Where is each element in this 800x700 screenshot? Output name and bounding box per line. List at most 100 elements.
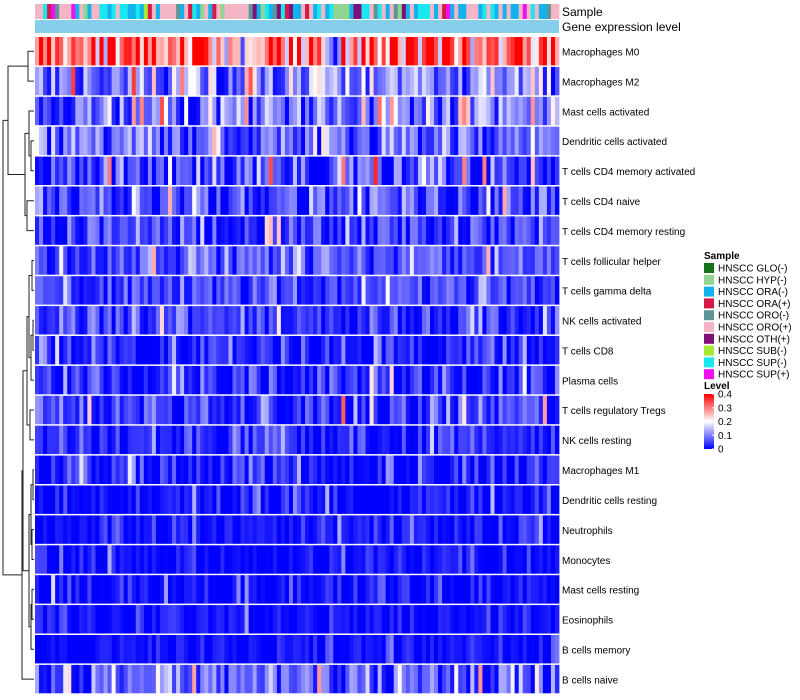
heatmap-cell [99,664,104,694]
sample-annotation-cell [103,4,108,19]
heatmap-cell [87,216,92,245]
heatmap-cell [39,306,44,335]
heatmap-cell [168,515,173,544]
heatmap-cell [216,605,221,634]
heatmap-cell [510,515,516,544]
heatmap-cell [232,246,237,275]
heatmap-cell [260,126,266,156]
heatmap-cell [240,515,245,544]
heatmap-cell [361,545,366,574]
heatmap-cell [184,186,189,215]
heatmap-row [35,575,560,604]
heatmap-cell [99,126,104,156]
heatmap-cell [421,485,427,514]
heatmap-cell [71,635,76,664]
heatmap-cell [151,156,157,185]
heatmap-cell [67,575,72,604]
heatmap-cell [244,485,250,514]
heatmap-cell [506,186,512,215]
heatmap-cell [357,246,362,275]
heatmap-cell [163,96,169,126]
heatmap-cell [224,96,229,126]
heatmap-cell [212,216,217,245]
heatmap-cell [288,246,294,275]
heatmap-cell [450,37,455,66]
sample-annotation-cell [458,4,463,19]
heatmap-cell [272,336,278,365]
heatmap-cell [188,276,193,305]
heatmap-cell [413,96,419,126]
heatmap-cell [430,605,435,634]
heatmap-cell [292,664,298,694]
row-label: T cells CD4 memory activated [562,167,695,178]
heatmap-cell [67,66,72,96]
heatmap-cell [542,664,548,694]
heatmap-cell [236,635,241,664]
heatmap-cell [232,515,237,544]
heatmap-cell [232,605,237,634]
heatmap-cell [139,276,145,305]
heatmap-cell [248,186,254,215]
heatmap-cell [421,455,427,484]
heatmap-cell [115,246,121,275]
heatmap-cell [510,186,516,215]
heatmap-cell [369,395,374,425]
heatmap-cell [39,156,44,185]
heatmap-cell [71,156,76,185]
heatmap-cell [224,605,229,634]
heatmap-cell [377,395,383,425]
heatmap-cell [526,664,532,694]
heatmap-cell [99,515,104,544]
heatmap-cell [494,395,499,425]
heatmap-cell [208,395,213,425]
sample-annotation-cell [401,4,407,19]
heatmap-cell [63,216,68,245]
heatmap-cell [168,425,173,455]
heatmap-cell [107,635,112,664]
heatmap-cell [172,306,177,335]
heatmap-cell [188,485,193,514]
heatmap-cell [377,605,383,634]
heatmap-cell [305,96,310,126]
sample-legend-swatch [704,333,714,344]
heatmap-cell [297,664,302,694]
heatmap-cell [248,96,254,126]
heatmap-cell [95,186,100,215]
sample-annotation-cell [115,4,121,19]
sample-annotation-cell [127,4,133,19]
heatmap-cell [309,37,314,66]
heatmap-cell [200,156,205,185]
heatmap-cell [409,96,415,126]
heatmap-cell [252,575,258,604]
heatmap-cell [208,96,213,126]
heatmap-cell [208,126,213,156]
heatmap-cell [381,156,387,185]
heatmap-cell [385,216,391,245]
heatmap-cell [228,365,233,395]
heatmap-cell [494,485,499,514]
heatmap-cell [228,515,233,544]
heatmap-cell [337,664,342,694]
heatmap-cell [365,605,370,634]
heatmap-cell [361,216,366,245]
heatmap-cell [272,156,278,185]
heatmap-cell [297,66,302,96]
heatmap-cell [321,485,326,514]
heatmap-cell [325,635,330,664]
row-label: T cells follicular helper [562,257,661,268]
heatmap-cell [510,276,516,305]
heatmap-cell [401,276,407,305]
heatmap-cell [434,186,439,215]
heatmap-cell [329,455,334,484]
heatmap-cell [421,126,427,156]
heatmap-cell [490,485,495,514]
heatmap-cell [151,664,157,694]
heatmap-cell [401,186,407,215]
heatmap-cell [450,96,455,126]
sample-annotation-cell [176,4,181,19]
heatmap-cell [341,306,346,335]
heatmap-cell [438,276,443,305]
heatmap-cell [103,455,108,484]
heatmap-cell [470,246,475,275]
heatmap-cell [413,336,419,365]
